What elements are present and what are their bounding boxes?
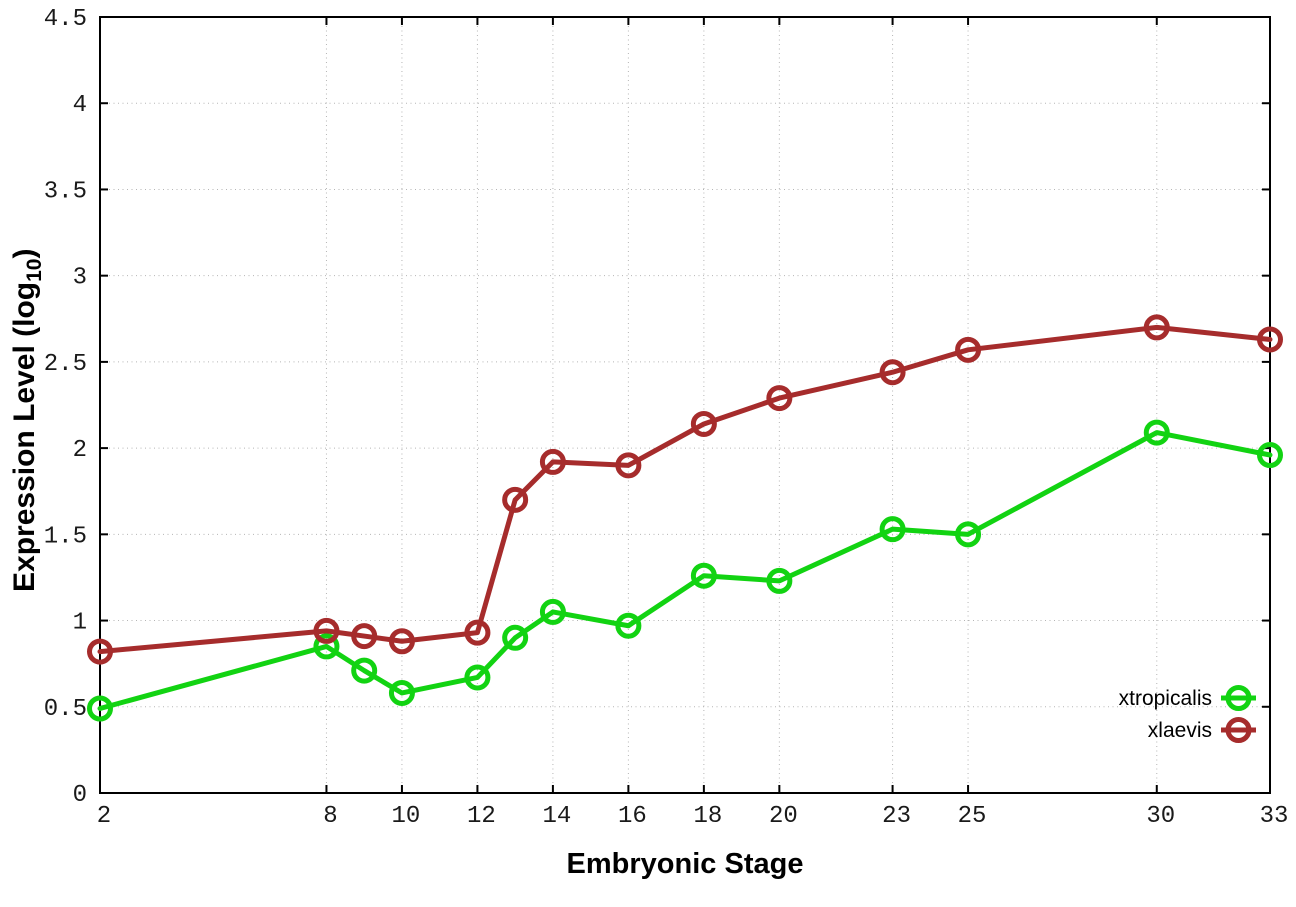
x-tick-label-30: 30 (1146, 803, 1175, 830)
x-tick-label-16: 16 (618, 803, 647, 830)
y-axis-title-subscript: 10 (23, 258, 46, 282)
y-axis-title-text: Expression Level (log (8, 281, 41, 592)
data-point-xtropicalis-stage-16 (615, 612, 642, 639)
data-point-xlaevis-stage-33 (1257, 326, 1283, 353)
y-tick-label-1.5: 1.5 (44, 523, 87, 550)
legend-label-xlaevis: xlaevis (1148, 719, 1212, 742)
data-point-xtropicalis-stage-30 (1143, 419, 1170, 446)
data-point-xlaevis-stage-14 (539, 448, 566, 475)
data-point-xlaevis-stage-16 (615, 452, 642, 479)
legend-marker-xtropicalis (1225, 685, 1252, 711)
legend-marker-xlaevis (1225, 717, 1252, 743)
y-tick-label-0.5: 0.5 (44, 696, 87, 723)
y-tick-label-4.5: 4.5 (44, 6, 87, 33)
y-tick-label-4: 4 (73, 92, 87, 119)
data-point-xtropicalis-stage-18 (690, 562, 717, 589)
data-point-xlaevis-stage-13 (502, 486, 529, 513)
data-point-xlaevis-stage-25 (955, 336, 982, 363)
data-point-xtropicalis-stage-25 (955, 521, 982, 548)
x-tick-label-33: 33 (1260, 803, 1289, 830)
x-tick-label-20: 20 (769, 803, 798, 830)
y-axis-title-close: ) (8, 248, 41, 259)
data-point-xtropicalis-stage-10 (388, 679, 415, 706)
data-point-xlaevis-stage-30 (1143, 314, 1170, 341)
data-point-xlaevis-stage-8 (313, 617, 340, 644)
data-point-xtropicalis-stage-14 (539, 598, 566, 625)
x-tick-label-23: 23 (882, 803, 911, 830)
y-axis-title: Expression Level (log10) (8, 249, 47, 592)
series-line-xlaevis (97, 324, 1273, 655)
data-point-xtropicalis-stage-23 (879, 516, 906, 543)
y-tick-label-0: 0 (73, 782, 87, 809)
legend-label-xtropicalis: xtropicalis (1119, 687, 1212, 710)
x-tick-label-12: 12 (467, 803, 496, 830)
data-point-xtropicalis-stage-2 (87, 695, 113, 722)
data-point-xlaevis-stage-2 (87, 638, 113, 665)
x-tick-label-25: 25 (958, 803, 987, 830)
data-point-xtropicalis-stage-33 (1257, 442, 1283, 469)
x-tick-label-10: 10 (392, 803, 421, 830)
plot-border (99, 16, 1271, 794)
data-point-xlaevis-stage-9 (351, 623, 378, 650)
x-tick-label-8: 8 (323, 803, 337, 830)
x-tick-label-18: 18 (693, 803, 722, 830)
y-tick-label-1: 1 (73, 610, 87, 637)
data-point-xlaevis-stage-10 (388, 628, 415, 655)
y-tick-label-3: 3 (73, 265, 87, 292)
y-tick-label-2: 2 (73, 437, 87, 464)
x-tick-label-2: 2 (97, 803, 111, 830)
data-point-xlaevis-stage-12 (464, 619, 491, 646)
y-tick-label-3.5: 3.5 (44, 178, 87, 205)
y-tick-label-2.5: 2.5 (44, 351, 87, 378)
data-point-xtropicalis-stage-9 (351, 657, 378, 684)
data-point-xtropicalis-stage-12 (464, 664, 491, 691)
data-point-xlaevis-stage-20 (766, 385, 793, 412)
data-point-xtropicalis-stage-13 (502, 624, 529, 651)
x-axis-title: Embryonic Stage (566, 848, 804, 880)
series-line-xtropicalis (97, 430, 1273, 712)
data-point-xlaevis-stage-23 (879, 359, 906, 386)
data-point-xlaevis-stage-18 (690, 410, 717, 437)
x-tick-label-14: 14 (542, 803, 571, 830)
data-point-xtropicalis-stage-20 (766, 567, 793, 594)
data-point-xtropicalis-stage-8 (313, 633, 340, 660)
